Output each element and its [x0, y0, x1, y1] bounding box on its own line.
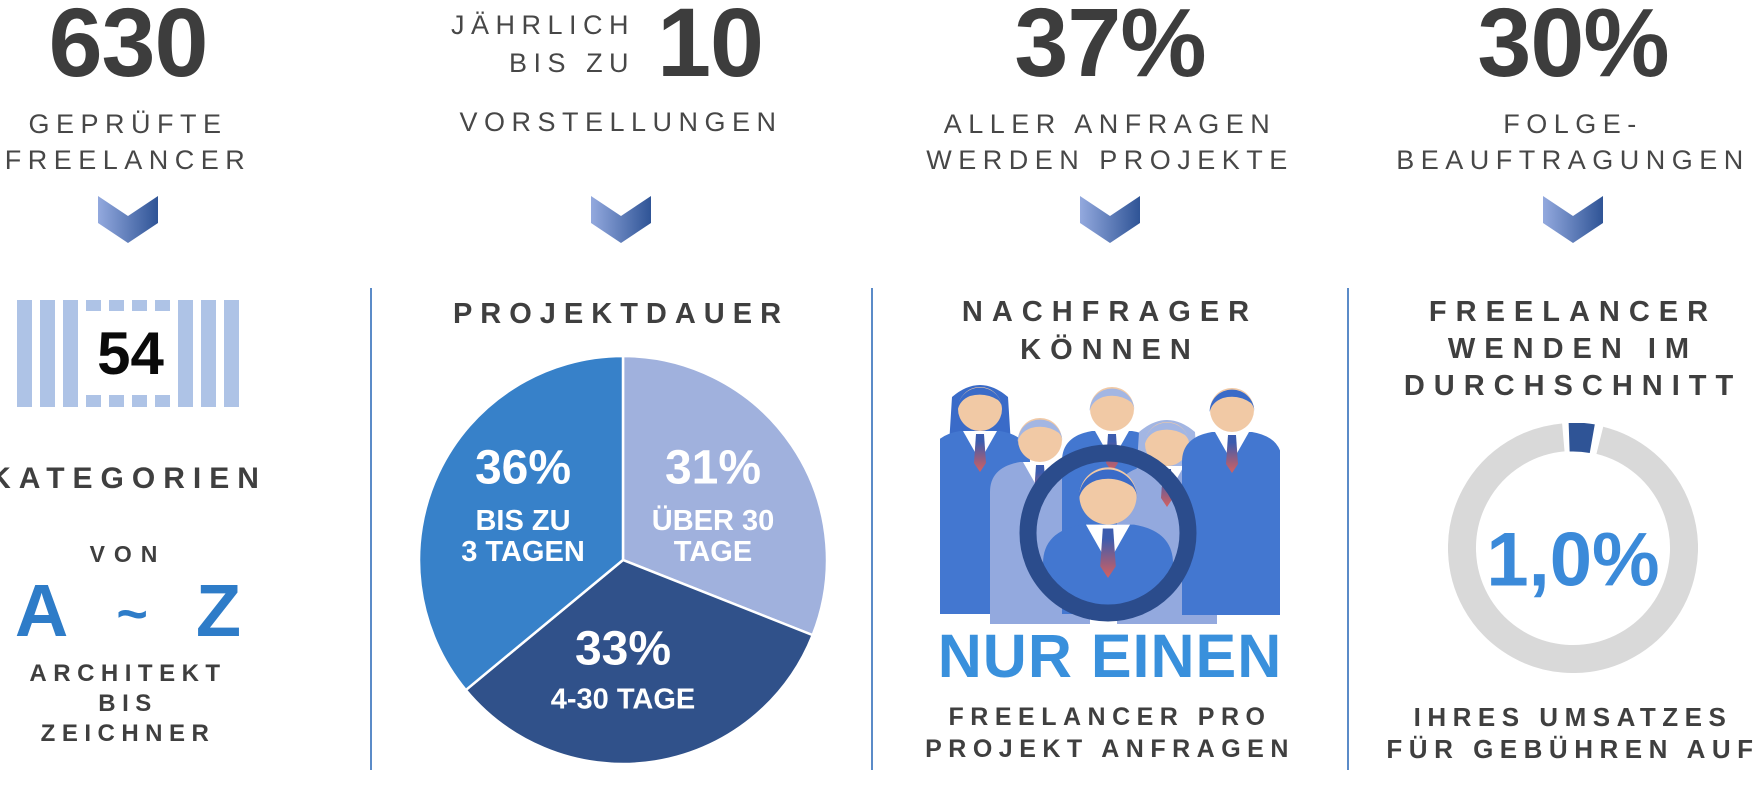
caption-line: FREELANCER PRO: [948, 703, 1272, 731]
range-desc-line: ZEICHNER: [40, 720, 216, 747]
pie-slice-label-line: ÜBER 30: [651, 505, 775, 537]
stat-number: 630: [48, 0, 209, 97]
stat-subtitle-line: WERDEN PROJEKTE: [926, 145, 1294, 175]
person-man-icon: [1182, 388, 1280, 615]
donut-remainder-arc: [1448, 423, 1698, 673]
tilde-separator: ~: [116, 584, 148, 644]
category-count-badge: 54: [83, 311, 178, 395]
chevron-down-icon: [591, 196, 651, 243]
stat-number: 10: [657, 0, 764, 97]
categories-label: KATEGORIEN: [0, 462, 267, 495]
a-to-z-range: A ~ Z: [0, 574, 368, 648]
range-desc-line: BIS: [98, 690, 158, 717]
pie-slice-label-line: TAGE: [673, 536, 753, 568]
stat-prefix-line: BIS ZU: [509, 48, 636, 78]
chevron-down-icon: [98, 196, 158, 243]
range-from-letter: A: [14, 569, 69, 652]
section-heading-line: WENDEN IM: [1447, 333, 1699, 365]
column-folgebeauftragung: 30% FOLGE- BEAUFTRAGUNGEN FREELANCER WEN…: [1349, 0, 1759, 790]
section-heading-line: FREELANCER: [1428, 296, 1718, 328]
stat-subtitle-line: GEPRÜFTE: [28, 109, 228, 139]
column-freelancer: 630 GEPRÜFTE FREELANCER 54 KATEGORIEN VO…: [0, 0, 368, 790]
stat-header: JÄHRLICH BIS ZU 10: [357, 0, 857, 91]
stat-subtitle-line: VORSTELLUNGEN: [459, 107, 783, 137]
circle-highlight-ring: [1019, 444, 1197, 622]
stat-prefix: JÄHRLICH BIS ZU: [451, 0, 635, 82]
column-vorstellungen: JÄHRLICH BIS ZU 10 VORSTELLUNGEN PROJEKT…: [371, 0, 871, 790]
caption-line: IHRES UMSATZES: [1413, 702, 1733, 732]
range-prefix: VON: [89, 541, 167, 567]
pie-slice-ueber-30-tage: [621, 354, 829, 637]
range-to-letter: Z: [195, 569, 242, 652]
pie-slice-pct: 36%: [474, 441, 572, 495]
business-people-group-icon: [940, 385, 1280, 624]
section-heading-line: DURCHSCHNITT: [1403, 370, 1743, 402]
pie-slice-label: BIS ZU 3 TAGEN: [461, 506, 585, 568]
stat-prefix-line: JÄHRLICH: [451, 10, 636, 40]
column-divider: [871, 288, 873, 770]
pie-slice-label-line: 3 TAGEN: [461, 536, 585, 568]
donut-value-segment: [1568, 423, 1595, 454]
pie-slice-pct: 33%: [574, 622, 672, 676]
section-heading-line: NACHFRAGER: [961, 296, 1259, 328]
pie-slice-bis-zu-3-tagen: [417, 354, 625, 692]
stat-subtitle-line: BEAUFTRAGUNGEN: [1396, 145, 1750, 175]
stat-subtitle-line: ALLER ANFRAGEN: [943, 109, 1277, 139]
highlight-text: NUR EINEN: [937, 622, 1283, 690]
stat-number: 30%: [1477, 0, 1669, 97]
stat-subtitle-line: FOLGE-: [1503, 109, 1643, 139]
pie-slice-4-30-tage: [464, 558, 814, 766]
pie-slice-pct: 31%: [664, 441, 762, 495]
column-divider: [1347, 288, 1349, 770]
section-heading-line: KÖNNEN: [1020, 334, 1200, 366]
pie-chart-title: PROJEKTDAUER: [452, 298, 790, 330]
column-anfragen: 37% ALLER ANFRAGEN WERDEN PROJEKTE NACHF…: [873, 0, 1347, 790]
chevron-down-icon: [1543, 196, 1603, 243]
stat-number: 37%: [1014, 0, 1206, 97]
pie-slice-label-line: BIS ZU: [475, 505, 571, 537]
pie-slice-label: 4-30 TAGE: [550, 683, 696, 716]
donut-center-value: 1,0%: [1486, 517, 1660, 603]
projektdauer-pie-chart: [417, 354, 829, 766]
umsatz-donut-chart: [1448, 423, 1698, 673]
chevron-down-icon: [1080, 196, 1140, 243]
caption-line: PROJEKT ANFRAGEN: [925, 735, 1295, 763]
column-divider: [370, 288, 372, 770]
caption-line: FÜR GEBÜHREN AUF: [1386, 734, 1759, 764]
range-desc-line: ARCHITEKT: [29, 660, 227, 687]
pie-slice-label: ÜBER 30 TAGE: [652, 506, 775, 568]
stat-subtitle-line: FREELANCER: [4, 145, 252, 175]
